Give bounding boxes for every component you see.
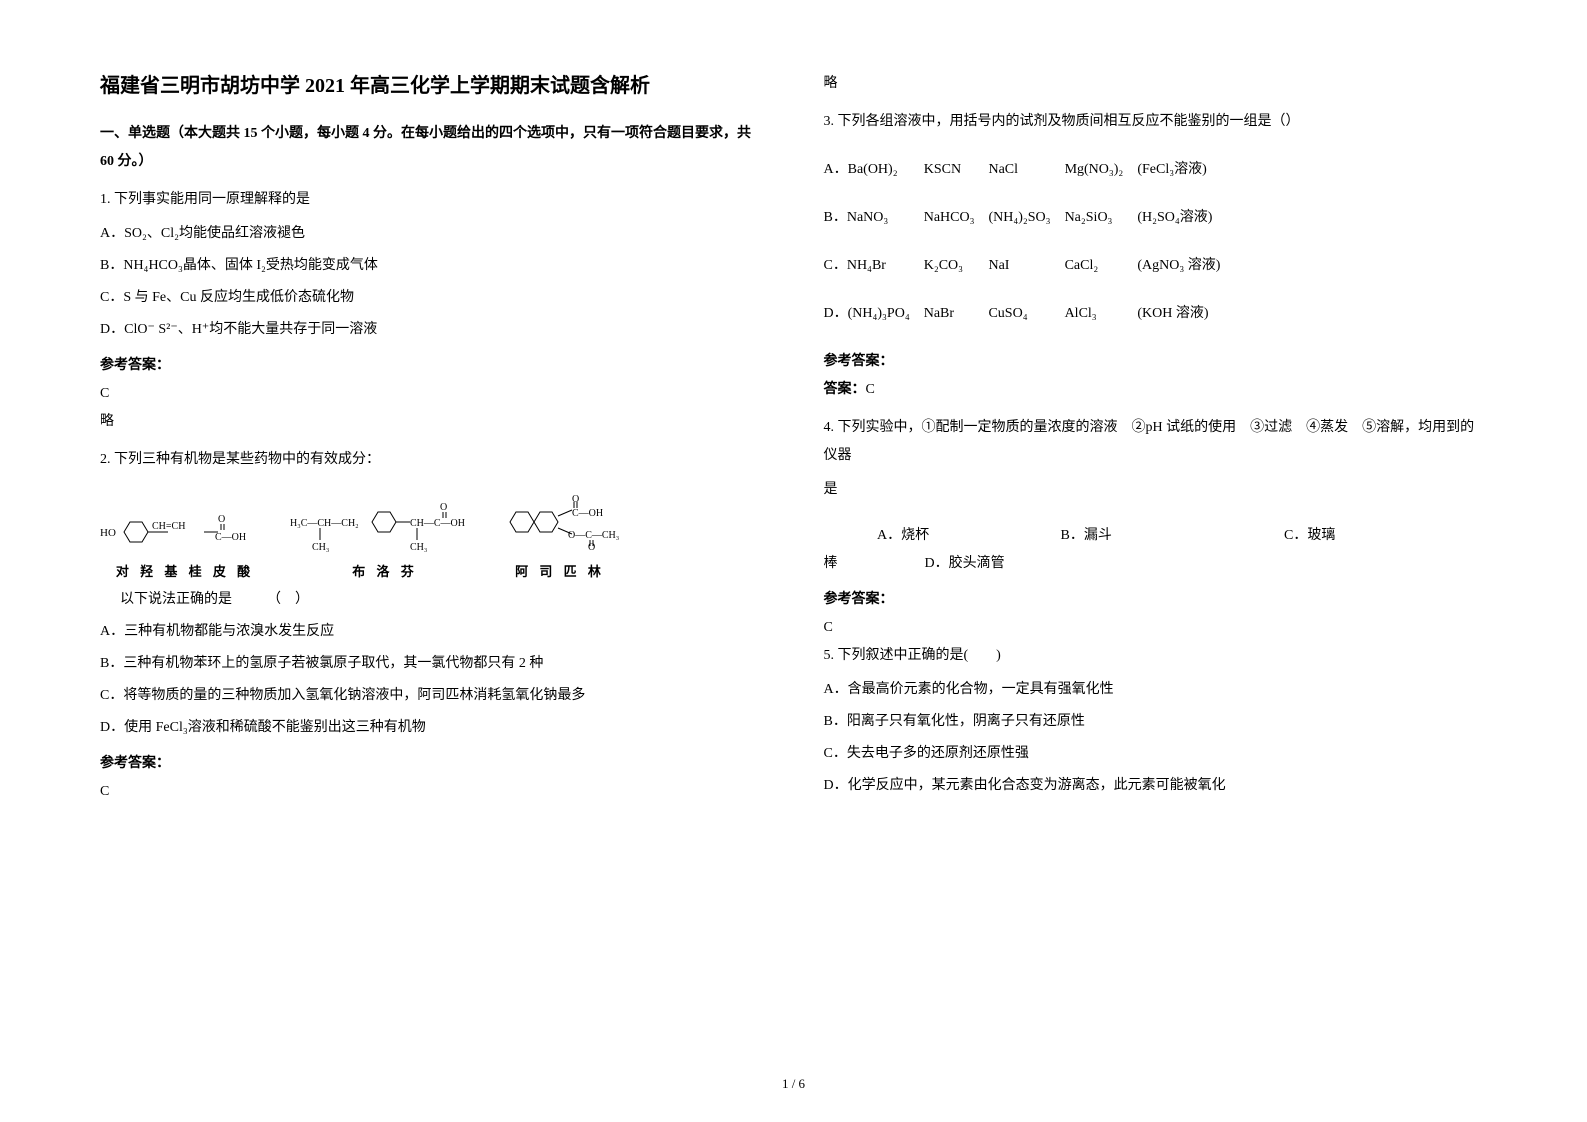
q3-a-4: Mg(NO₃)₂ [1065, 146, 1138, 194]
page-number: 1 / 6 [0, 1076, 1587, 1092]
q1-answer-label: 参考答案： [100, 352, 764, 380]
svg-text:CH₃: CH₃ [410, 542, 427, 553]
q3-b-1: B．NaNO₃ [824, 194, 924, 242]
q3-answer-line: 答案：C [824, 376, 1488, 404]
q1-stem: 1. 下列事实能用同一原理解释的是 [100, 186, 764, 214]
q3-b-2: NaHCO₃ [924, 194, 989, 242]
q3-d-3: CuSO₄ [988, 290, 1064, 338]
q1-answer: C [100, 380, 764, 408]
q1-option-c: C．S 与 Fe、Cu 反应均生成低价态硫化物 [100, 284, 764, 312]
q3-b-5: (H₂SO₄溶液) [1137, 194, 1234, 242]
q4-stem: 4. 下列实验中，①配制一定物质的量浓度的溶液 ②pH 试纸的使用 ③过滤 ④蒸… [824, 414, 1488, 470]
right-column: 略 3. 下列各组溶液中，用括号内的试剂及物质间相互反应不能鉴别的一组是（） A… [824, 70, 1488, 1040]
molecule-2-svg: H₃C—CH—CH₂ CH₃ CH—C—OH CH₃ O [290, 496, 480, 558]
svg-text:O—C—CH₃: O—C—CH₃ [568, 530, 619, 541]
q3-answer-prefix: 答案： [824, 382, 866, 397]
q3-a-2: KSCN [924, 146, 989, 194]
molecule-row: HO CH=CH O C—OH 对 羟 基 桂 皮 酸 [100, 488, 764, 580]
left-column: 福建省三明市胡坊中学 2021 年高三化学上学期期末试题含解析 一、单选题（本大… [100, 70, 764, 1040]
q3-a-5: (FeCl₃溶液) [1137, 146, 1234, 194]
q3-row-c: C．NH₄Br K₂CO₃ NaI CaCl₂ (AgNO₃ 溶液) [824, 242, 1235, 290]
q3-row-d: D．(NH₄)₃PO₄ NaBr CuSO₄ AlCl₃ (KOH 溶液) [824, 290, 1235, 338]
q3-c-2: K₂CO₃ [924, 242, 989, 290]
q4-options-row1: A．烧杯 B．漏斗 C．玻璃 [824, 522, 1488, 550]
molecule-2-label: 布 洛 芬 [352, 564, 418, 580]
q2-answer-label: 参考答案： [100, 750, 764, 778]
molecule-1-svg: HO CH=CH O C—OH [100, 502, 270, 558]
q2-stem: 2. 下列三种有机物是某些药物中的有效成分： [100, 446, 764, 474]
q1-option-b: B．NH₄HCO₃晶体、固体 I₂受热均能变成气体 [100, 252, 764, 280]
molecule-3-svg: O C—OH O—C—CH₃ O [500, 488, 620, 558]
q2-option-d: D．使用 FeCl₃溶液和稀硫酸不能鉴别出这三种有机物 [100, 714, 764, 742]
q3-c-5: (AgNO₃ 溶液) [1137, 242, 1234, 290]
q4-stem-2: 是 [824, 476, 1488, 504]
q3-row-a: A．Ba(OH)₂ KSCN NaCl Mg(NO₃)₂ (FeCl₃溶液) [824, 146, 1235, 194]
q4-option-c-cont: 棒 [824, 556, 838, 571]
svg-text:O: O [440, 502, 447, 513]
q3-d-1: D．(NH₄)₃PO₄ [824, 290, 924, 338]
q4-option-c: C．玻璃 [1284, 528, 1335, 543]
svg-text:O: O [218, 514, 225, 525]
q4-answer: C [824, 614, 1488, 642]
q3-a-3: NaCl [988, 146, 1064, 194]
q3-reagent-table: A．Ba(OH)₂ KSCN NaCl Mg(NO₃)₂ (FeCl₃溶液) B… [824, 146, 1235, 338]
q5-option-c: C．失去电子多的还原剂还原性强 [824, 740, 1488, 768]
q5-stem: 5. 下列叙述中正确的是( ) [824, 642, 1488, 670]
svg-text:HO: HO [100, 527, 116, 539]
svg-text:CH=CH: CH=CH [152, 521, 185, 532]
page: 福建省三明市胡坊中学 2021 年高三化学上学期期末试题含解析 一、单选题（本大… [0, 0, 1587, 1122]
q4-answer-label: 参考答案： [824, 586, 1488, 614]
q3-d-2: NaBr [924, 290, 989, 338]
svg-text:C—OH: C—OH [215, 532, 246, 543]
q4-option-d: D．胶头滴管 [925, 556, 1005, 571]
q3-c-3: NaI [988, 242, 1064, 290]
q3-answer: C [866, 382, 875, 397]
q3-c-1: C．NH₄Br [824, 242, 924, 290]
molecule-1: HO CH=CH O C—OH 对 羟 基 桂 皮 酸 [100, 502, 270, 580]
molecule-3: O C—OH O—C—CH₃ O 阿 司 匹 林 [500, 488, 620, 580]
molecule-3-label: 阿 司 匹 林 [515, 564, 605, 580]
q3-d-4: AlCl₃ [1065, 290, 1138, 338]
q1-note: 略 [100, 408, 764, 436]
q3-a-1: A．Ba(OH)₂ [824, 146, 924, 194]
document-title: 福建省三明市胡坊中学 2021 年高三化学上学期期末试题含解析 [100, 70, 764, 102]
svg-text:CH—C—OH: CH—C—OH [410, 518, 465, 529]
svg-text:O: O [572, 494, 579, 505]
q4-option-b: B．漏斗 [1061, 522, 1281, 550]
q2-substem: 以下说法正确的是 （ ） [120, 586, 764, 614]
q2-option-a: A．三种有机物都能与浓溴水发生反应 [100, 618, 764, 646]
q3-d-5: (KOH 溶液) [1137, 290, 1234, 338]
q3-stem: 3. 下列各组溶液中，用括号内的试剂及物质间相互反应不能鉴别的一组是（） [824, 108, 1488, 136]
molecule-2: H₃C—CH—CH₂ CH₃ CH—C—OH CH₃ O [290, 496, 480, 580]
svg-text:C—OH: C—OH [572, 508, 603, 519]
q2-structures: HO CH=CH O C—OH 对 羟 基 桂 皮 酸 [100, 488, 764, 580]
q4-options-row2: 棒 D．胶头滴管 [824, 550, 1488, 578]
q3-b-3: (NH₄)₂SO₃ [988, 194, 1064, 242]
q4-option-a: A．烧杯 [877, 522, 1057, 550]
q2-answer: C [100, 778, 764, 806]
q1-option-a: A．SO₂、Cl₂均能使品红溶液褪色 [100, 220, 764, 248]
q5-option-a: A．含最高价元素的化合物，一定具有强氧化性 [824, 676, 1488, 704]
q3-c-4: CaCl₂ [1065, 242, 1138, 290]
svg-text:O: O [588, 542, 595, 553]
molecule-1-label: 对 羟 基 桂 皮 酸 [116, 564, 254, 580]
q2-option-c: C．将等物质的量的三种物质加入氢氧化钠溶液中，阿司匹林消耗氢氧化钠最多 [100, 682, 764, 710]
q3-row-b: B．NaNO₃ NaHCO₃ (NH₄)₂SO₃ Na₂SiO₃ (H₂SO₄溶… [824, 194, 1235, 242]
q5-option-d: D．化学反应中，某元素由化合态变为游离态，此元素可能被氧化 [824, 772, 1488, 800]
two-column-layout: 福建省三明市胡坊中学 2021 年高三化学上学期期末试题含解析 一、单选题（本大… [100, 70, 1487, 1040]
section-1-header: 一、单选题（本大题共 15 个小题，每小题 4 分。在每小题给出的四个选项中，只… [100, 120, 764, 176]
q3-b-4: Na₂SiO₃ [1065, 194, 1138, 242]
svg-text:CH₃: CH₃ [312, 542, 329, 553]
col2-top-note: 略 [824, 70, 1488, 98]
q3-answer-label: 参考答案： [824, 348, 1488, 376]
svg-text:H₃C—CH—CH₂: H₃C—CH—CH₂ [290, 518, 359, 529]
q2-option-b: B．三种有机物苯环上的氢原子若被氯原子取代，其一氯代物都只有 2 种 [100, 650, 764, 678]
q1-option-d: D．ClO⁻ S²⁻、H⁺均不能大量共存于同一溶液 [100, 316, 764, 344]
q5-option-b: B．阳离子只有氧化性，阴离子只有还原性 [824, 708, 1488, 736]
